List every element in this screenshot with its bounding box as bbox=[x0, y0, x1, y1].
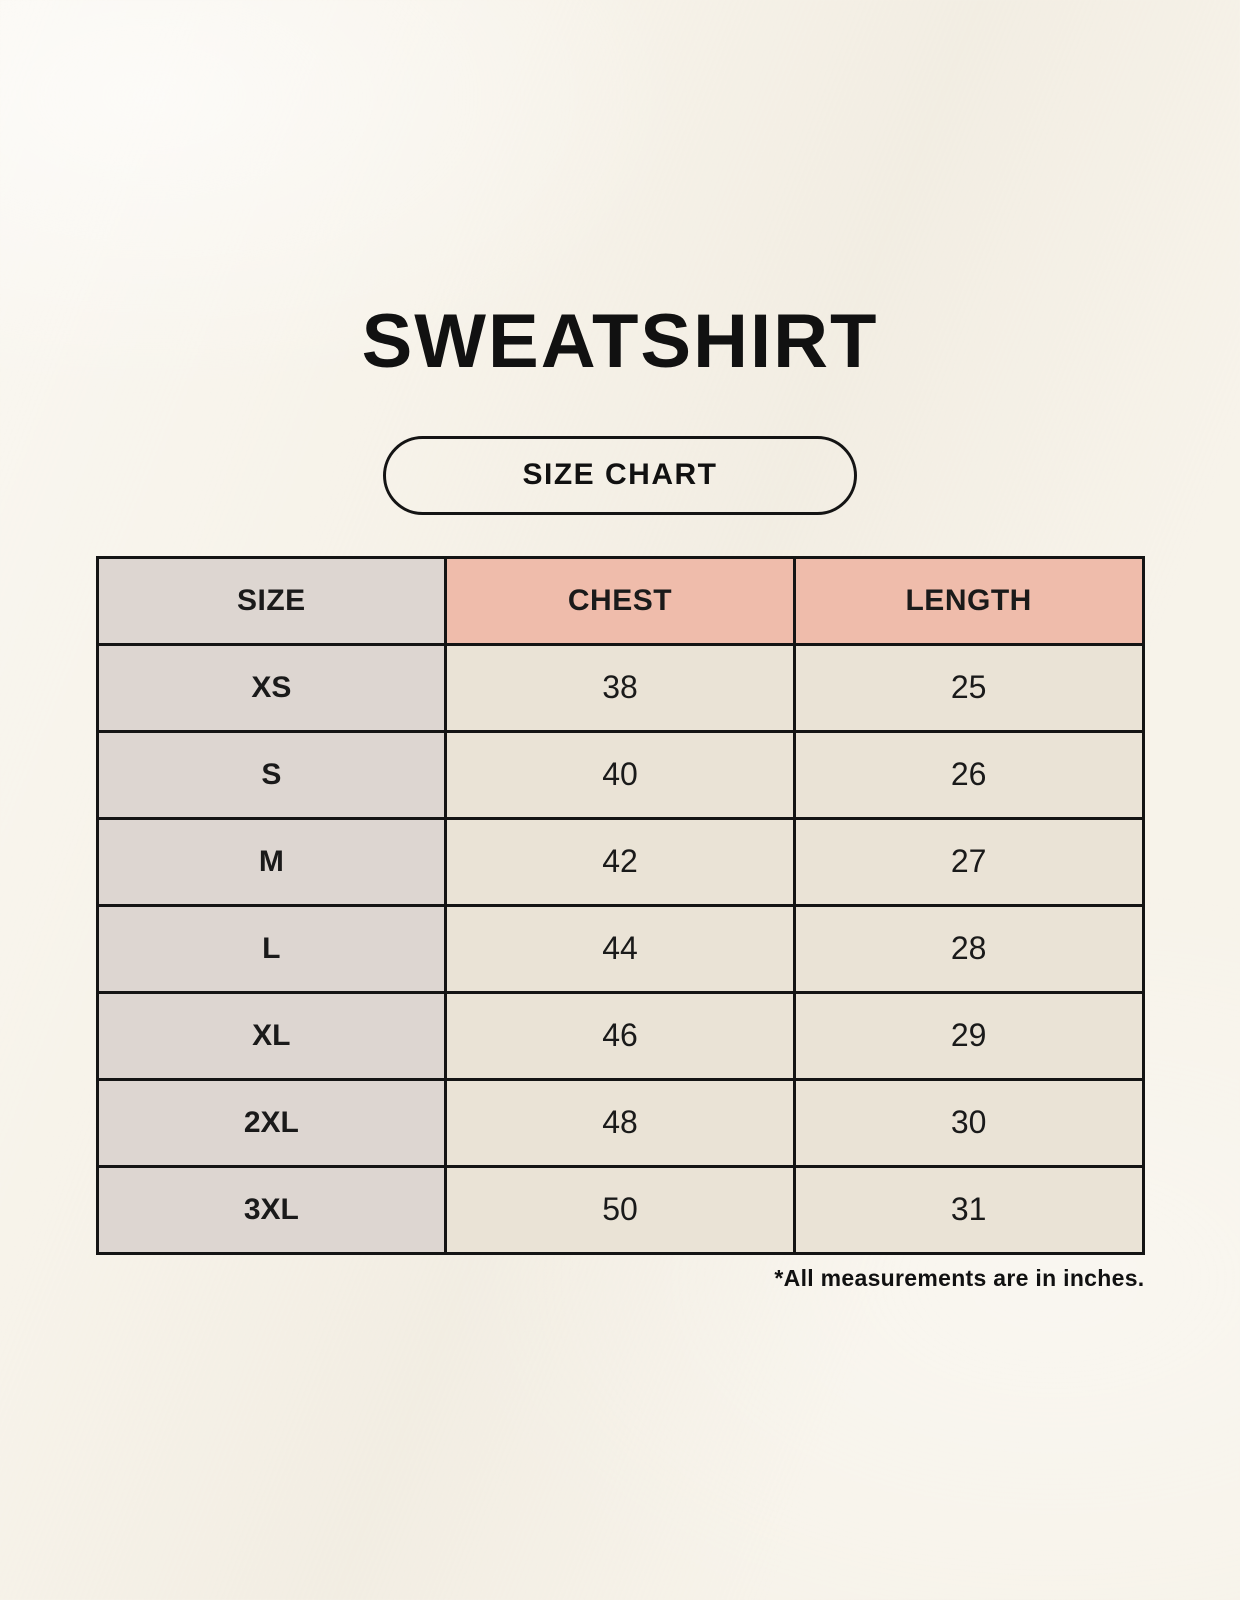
size-cell: XS bbox=[95, 642, 448, 733]
size-cell: XL bbox=[95, 990, 448, 1081]
length-cell: 31 bbox=[792, 1164, 1145, 1255]
size-cell: 2XL bbox=[95, 1077, 448, 1168]
table-header-row: SIZE CHEST LENGTH bbox=[95, 555, 1145, 646]
chest-cell: 44 bbox=[444, 903, 796, 994]
length-cell: 30 bbox=[792, 1077, 1145, 1168]
size-chart-badge-container: SIZE CHART bbox=[0, 435, 1240, 515]
table-container: SIZE CHEST LENGTH XS 38 25 S 40 26 M bbox=[95, 555, 1145, 1292]
chest-cell: 46 bbox=[444, 990, 796, 1081]
size-cell: 3XL bbox=[95, 1164, 448, 1255]
length-cell: 28 bbox=[792, 903, 1145, 994]
chest-cell: 40 bbox=[444, 729, 796, 820]
chest-cell: 42 bbox=[444, 816, 796, 907]
column-header-length: LENGTH bbox=[792, 555, 1145, 646]
length-cell: 26 bbox=[792, 729, 1145, 820]
size-chart-page: SWEATSHIRT SIZE CHART SIZE CHEST LENGTH … bbox=[0, 300, 1240, 1600]
size-cell: S bbox=[95, 729, 448, 820]
table-row: XL 46 29 bbox=[95, 990, 1145, 1081]
length-cell: 27 bbox=[792, 816, 1145, 907]
column-header-size: SIZE bbox=[95, 555, 448, 646]
page-title: SWEATSHIRT bbox=[361, 299, 879, 384]
measurements-footnote: *All measurements are in inches. bbox=[774, 1264, 1145, 1291]
chest-cell: 48 bbox=[444, 1077, 796, 1168]
table-row: 2XL 48 30 bbox=[95, 1077, 1145, 1168]
size-cell: L bbox=[95, 903, 448, 994]
table-row: M 42 27 bbox=[95, 816, 1145, 907]
size-chart-table: SIZE CHEST LENGTH XS 38 25 S 40 26 M bbox=[95, 555, 1145, 1255]
size-chart-button[interactable]: SIZE CHART bbox=[383, 435, 857, 515]
chest-cell: 50 bbox=[444, 1164, 796, 1255]
table-row: 3XL 50 31 bbox=[95, 1164, 1145, 1255]
table-row: XS 38 25 bbox=[95, 642, 1145, 733]
size-cell: M bbox=[95, 816, 448, 907]
table-row: L 44 28 bbox=[95, 903, 1145, 994]
column-header-chest: CHEST bbox=[444, 555, 796, 646]
length-cell: 25 bbox=[792, 642, 1145, 733]
table-row: S 40 26 bbox=[95, 729, 1145, 820]
length-cell: 29 bbox=[792, 990, 1145, 1081]
chest-cell: 38 bbox=[444, 642, 796, 733]
